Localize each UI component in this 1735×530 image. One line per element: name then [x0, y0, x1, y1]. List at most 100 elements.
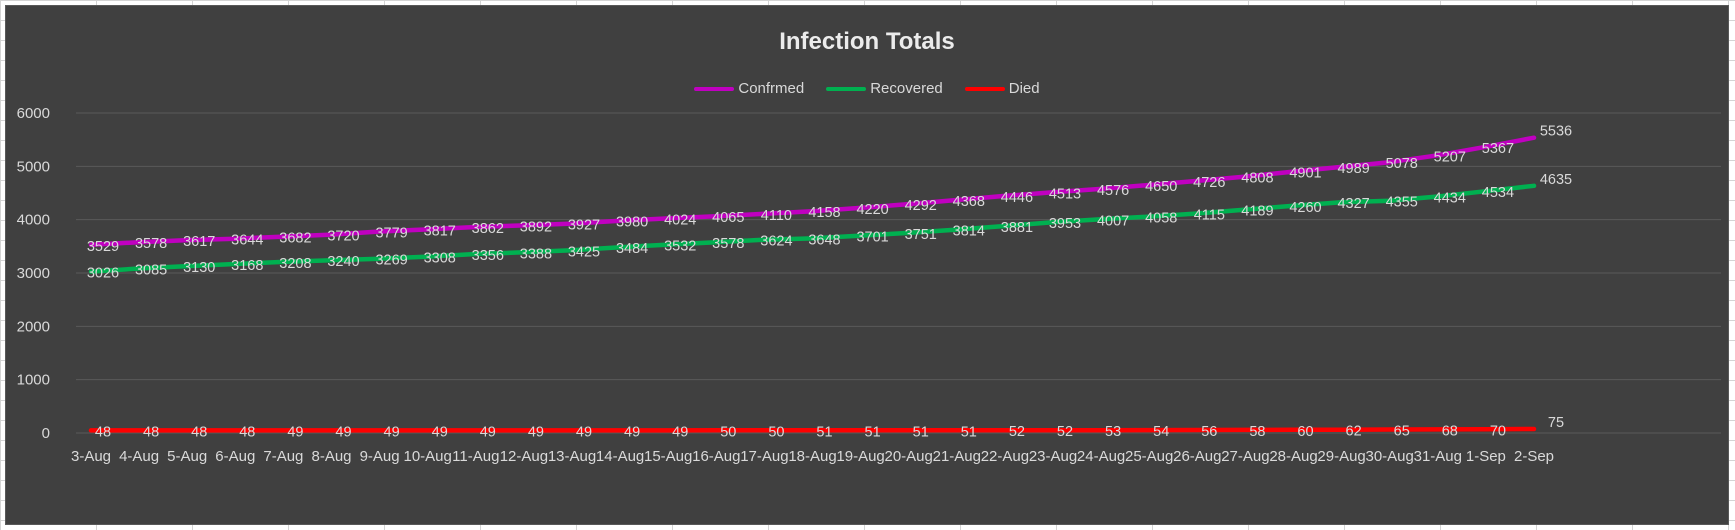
data-label-died: 51: [865, 424, 881, 440]
data-label-recovered: 3484: [616, 241, 648, 257]
x-tick-label: 4-Aug: [119, 448, 159, 465]
data-label-died: 48: [143, 424, 159, 440]
data-label-confrmed: 3529: [87, 239, 119, 255]
x-tick-label: 28-Aug: [1269, 448, 1317, 465]
x-tick-label: 11-Aug: [452, 448, 499, 465]
data-label-died: 49: [287, 424, 303, 440]
data-label-recovered: 4007: [1097, 213, 1129, 229]
x-tick-label: 23-Aug: [1029, 448, 1077, 465]
data-label-confrmed: 3892: [520, 219, 552, 235]
legend-item-died[interactable]: Died: [964, 80, 1040, 97]
x-tick-label: 6-Aug: [215, 448, 255, 465]
y-tick-label: 2000: [17, 318, 50, 335]
data-label-confrmed: 5536: [1540, 124, 1572, 140]
data-label-confrmed: 3682: [279, 231, 311, 247]
data-label-died: 54: [1153, 424, 1169, 440]
data-label-recovered: 4189: [1241, 204, 1273, 220]
legend[interactable]: Confrmed Recovered Died: [6, 80, 1728, 97]
x-tick-label: 15-Aug: [644, 448, 692, 465]
x-tick-label: 26-Aug: [1173, 448, 1221, 465]
x-tick-label: 7-Aug: [263, 448, 303, 465]
data-label-died: 52: [1057, 424, 1073, 440]
data-label-recovered: 4058: [1145, 211, 1177, 227]
data-label-confrmed: 3980: [616, 215, 648, 231]
legend-item-recovered[interactable]: Recovered: [826, 80, 943, 97]
data-label-confrmed: 3578: [135, 236, 167, 252]
x-tick-label: 13-Aug: [548, 448, 596, 465]
data-label-confrmed: 4808: [1241, 171, 1273, 187]
legend-label-died: Died: [1008, 80, 1040, 97]
data-label-died: 56: [1201, 424, 1217, 440]
data-label-recovered: 3624: [760, 234, 792, 250]
data-label-recovered: 3168: [231, 258, 263, 274]
data-label-recovered: 4115: [1194, 208, 1225, 224]
data-label-recovered: 4355: [1386, 195, 1418, 211]
y-tick-label: 5000: [17, 158, 50, 175]
data-label-recovered: 4434: [1434, 191, 1466, 207]
x-tick-label: 31-Aug: [1414, 448, 1462, 465]
data-label-confrmed: 4901: [1289, 166, 1321, 182]
data-label-confrmed: 5367: [1482, 141, 1514, 157]
data-label-recovered: 3814: [953, 224, 985, 240]
x-tick-label: 21-Aug: [933, 448, 981, 465]
x-tick-label: 25-Aug: [1125, 448, 1173, 465]
x-tick-label: 5-Aug: [167, 448, 207, 465]
legend-swatch-recovered: [826, 86, 867, 91]
series-line-recovered: [88, 183, 1537, 274]
data-label-confrmed: 3617: [183, 234, 215, 250]
data-label-recovered: 3208: [279, 256, 311, 272]
data-label-died: 49: [480, 424, 496, 440]
data-label-confrmed: 3779: [375, 225, 407, 241]
series-line-died: [88, 426, 1537, 433]
data-label-died: 62: [1346, 424, 1362, 440]
legend-item-confirmed[interactable]: Confrmed: [694, 80, 804, 97]
x-tick-label: 22-Aug: [981, 448, 1029, 465]
data-label-died: 50: [720, 424, 736, 440]
data-label-recovered: 3953: [1049, 216, 1081, 232]
data-label-confrmed: 3720: [327, 229, 359, 245]
x-tick-label: 12-Aug: [500, 448, 548, 465]
chart-title: Infection Totals: [779, 28, 955, 55]
data-label-recovered: 3701: [856, 230, 888, 246]
data-label-recovered: 3532: [664, 239, 696, 255]
data-label-confrmed: 4513: [1049, 186, 1081, 202]
series-line-confrmed: [88, 135, 1537, 248]
x-tick-label: 20-Aug: [885, 448, 933, 465]
data-label-died: 49: [576, 424, 592, 440]
data-label-confrmed: 4650: [1145, 179, 1177, 195]
data-label-confrmed: 4726: [1193, 175, 1225, 191]
data-label-recovered: 3240: [327, 254, 359, 270]
data-label-confrmed: 5078: [1386, 156, 1418, 172]
data-label-confrmed: 4110: [761, 208, 792, 224]
legend-label-recovered: Recovered: [870, 80, 943, 97]
x-tick-label: 2-Sep: [1514, 448, 1554, 465]
data-label-confrmed: 5207: [1434, 149, 1466, 165]
data-label-died: 49: [528, 424, 544, 440]
x-tick-label: 3-Aug: [71, 448, 111, 465]
data-label-died: 68: [1442, 423, 1458, 439]
data-label-recovered: 3751: [905, 227, 937, 243]
data-label-died: 51: [961, 424, 977, 440]
data-label-confrmed: 4989: [1337, 161, 1369, 177]
data-label-died: 49: [335, 424, 351, 440]
x-tick-label: 10-Aug: [404, 448, 452, 465]
x-tick-label: 14-Aug: [596, 448, 644, 465]
data-label-recovered: 4534: [1482, 185, 1514, 201]
data-label-died: 53: [1105, 424, 1121, 440]
data-label-recovered: 3578: [712, 236, 744, 252]
chart-area[interactable]: Infection Totals Confrmed Recovered Died…: [5, 5, 1729, 525]
data-label-confrmed: 4024: [664, 212, 696, 228]
y-tick-label: 4000: [17, 212, 50, 229]
x-tick-label: 1-Sep: [1466, 448, 1506, 465]
legend-swatch-confirmed: [694, 86, 735, 91]
x-tick-label: 30-Aug: [1366, 448, 1414, 465]
data-label-died: 75: [1548, 415, 1564, 431]
data-label-recovered: 4260: [1289, 200, 1321, 216]
data-label-died: 49: [672, 424, 688, 440]
data-label-recovered: 4327: [1337, 196, 1369, 212]
plot-area: 0 1000 2000 3000 4000 5000 6000 3-Aug 4-Aug 5-Aug…: [17, 105, 1721, 465]
y-tick-label: 6000: [17, 105, 50, 122]
data-label-died: 65: [1394, 424, 1410, 440]
data-label-recovered: 3648: [808, 232, 840, 248]
x-tick-label: 8-Aug: [311, 448, 351, 465]
